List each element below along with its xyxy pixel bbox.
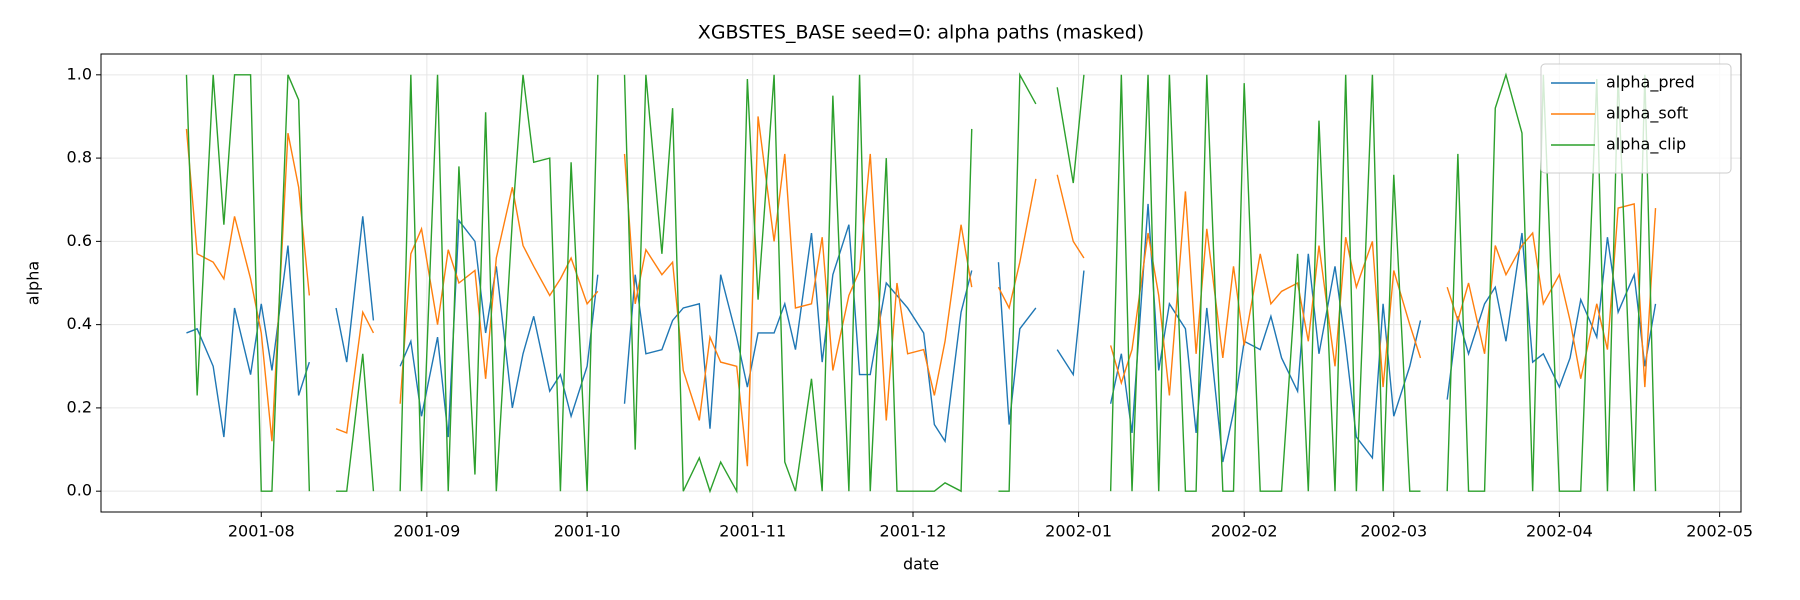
x-tick-label: 2001-10: [554, 522, 621, 541]
x-tick-label: 2001-11: [719, 522, 786, 541]
x-tick-label: 2001-12: [880, 522, 947, 541]
legend-label: alpha_clip: [1606, 135, 1686, 155]
x-tick-label: 2002-01: [1045, 522, 1112, 541]
y-tick-label: 0.0: [67, 481, 92, 500]
y-tick-label: 0.6: [67, 231, 92, 250]
x-tick-label: 2002-02: [1211, 522, 1278, 541]
plot-frame: [100, 53, 1742, 513]
chart-title: XGBSTES_BASE seed=0: alpha paths (masked…: [698, 22, 1144, 44]
x-tick-label: 2001-09: [393, 522, 460, 541]
legend-label: alpha_soft: [1606, 104, 1688, 124]
y-tick-label: 0.2: [67, 397, 92, 416]
y-tick-label: 0.4: [67, 314, 92, 333]
legend-label: alpha_pred: [1606, 73, 1695, 93]
x-tick-label: 2002-03: [1360, 522, 1427, 541]
x-tick-label: 2002-04: [1526, 522, 1593, 541]
x-tick-label: 2001-08: [228, 522, 295, 541]
y-axis-label: alpha: [24, 261, 43, 305]
data-line: [186, 203, 1657, 463]
data-line: [185, 72, 1657, 494]
x-tick-label: 2002-05: [1686, 522, 1753, 541]
x-axis-label: date: [903, 555, 939, 574]
data-line: [185, 116, 1657, 467]
y-tick-label: 1.0: [67, 64, 92, 83]
y-tick-label: 0.8: [67, 148, 92, 167]
